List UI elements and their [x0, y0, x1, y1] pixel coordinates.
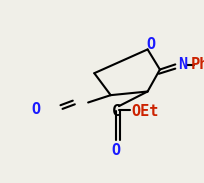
Text: O: O — [145, 37, 154, 52]
Text: O: O — [111, 143, 120, 158]
Text: OEt: OEt — [131, 104, 158, 119]
Text: O: O — [31, 102, 40, 117]
Text: C: C — [111, 104, 120, 119]
Text: N: N — [177, 57, 187, 72]
Text: Ph: Ph — [190, 57, 204, 72]
